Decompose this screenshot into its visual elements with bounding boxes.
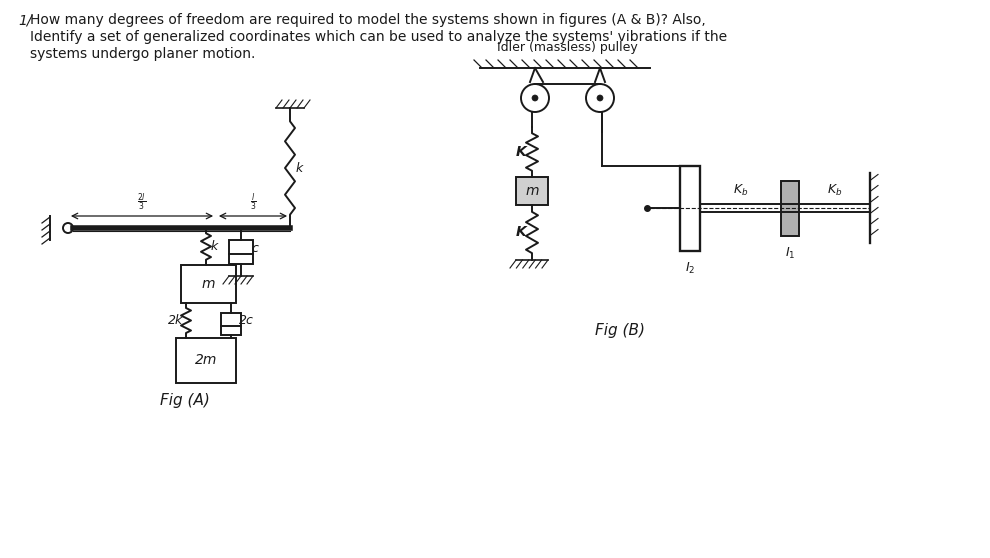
Text: Identify a set of generalized coordinates which can be used to analyze the syste: Identify a set of generalized coordinate… — [30, 30, 727, 44]
Circle shape — [532, 95, 538, 101]
Text: Fig (A): Fig (A) — [160, 393, 210, 408]
Text: k: k — [296, 161, 303, 175]
Bar — [781, 180, 799, 235]
Circle shape — [597, 95, 603, 101]
Text: K: K — [516, 225, 527, 239]
Bar — [680, 166, 700, 251]
Text: Idler (massless) pulley: Idler (massless) pulley — [497, 41, 638, 54]
Text: $I_2$: $I_2$ — [685, 261, 695, 276]
Text: $I_1$: $I_1$ — [785, 246, 795, 261]
Bar — [516, 177, 548, 205]
Text: 1/: 1/ — [18, 13, 32, 27]
Text: $K_b$: $K_b$ — [827, 183, 842, 198]
Text: $K_b$: $K_b$ — [733, 183, 748, 198]
Text: 2m: 2m — [195, 354, 217, 368]
Text: systems undergo planer motion.: systems undergo planer motion. — [30, 47, 255, 61]
Text: Fig (B): Fig (B) — [595, 323, 645, 338]
Bar — [229, 240, 253, 264]
Bar — [221, 313, 241, 335]
Bar — [176, 338, 236, 383]
Text: 2c: 2c — [239, 314, 253, 327]
Text: $\frac{2l}{3}$: $\frac{2l}{3}$ — [138, 191, 147, 213]
Text: 2k: 2k — [168, 314, 183, 327]
Text: c: c — [251, 242, 257, 254]
Bar — [181, 265, 236, 303]
Text: m: m — [202, 277, 215, 291]
Text: K: K — [516, 145, 527, 159]
Text: How many degrees of freedom are required to model the systems shown in figures (: How many degrees of freedom are required… — [30, 13, 706, 27]
Text: m: m — [526, 184, 539, 198]
Text: k: k — [211, 240, 218, 253]
Text: $\frac{l}{3}$: $\frac{l}{3}$ — [249, 191, 256, 213]
